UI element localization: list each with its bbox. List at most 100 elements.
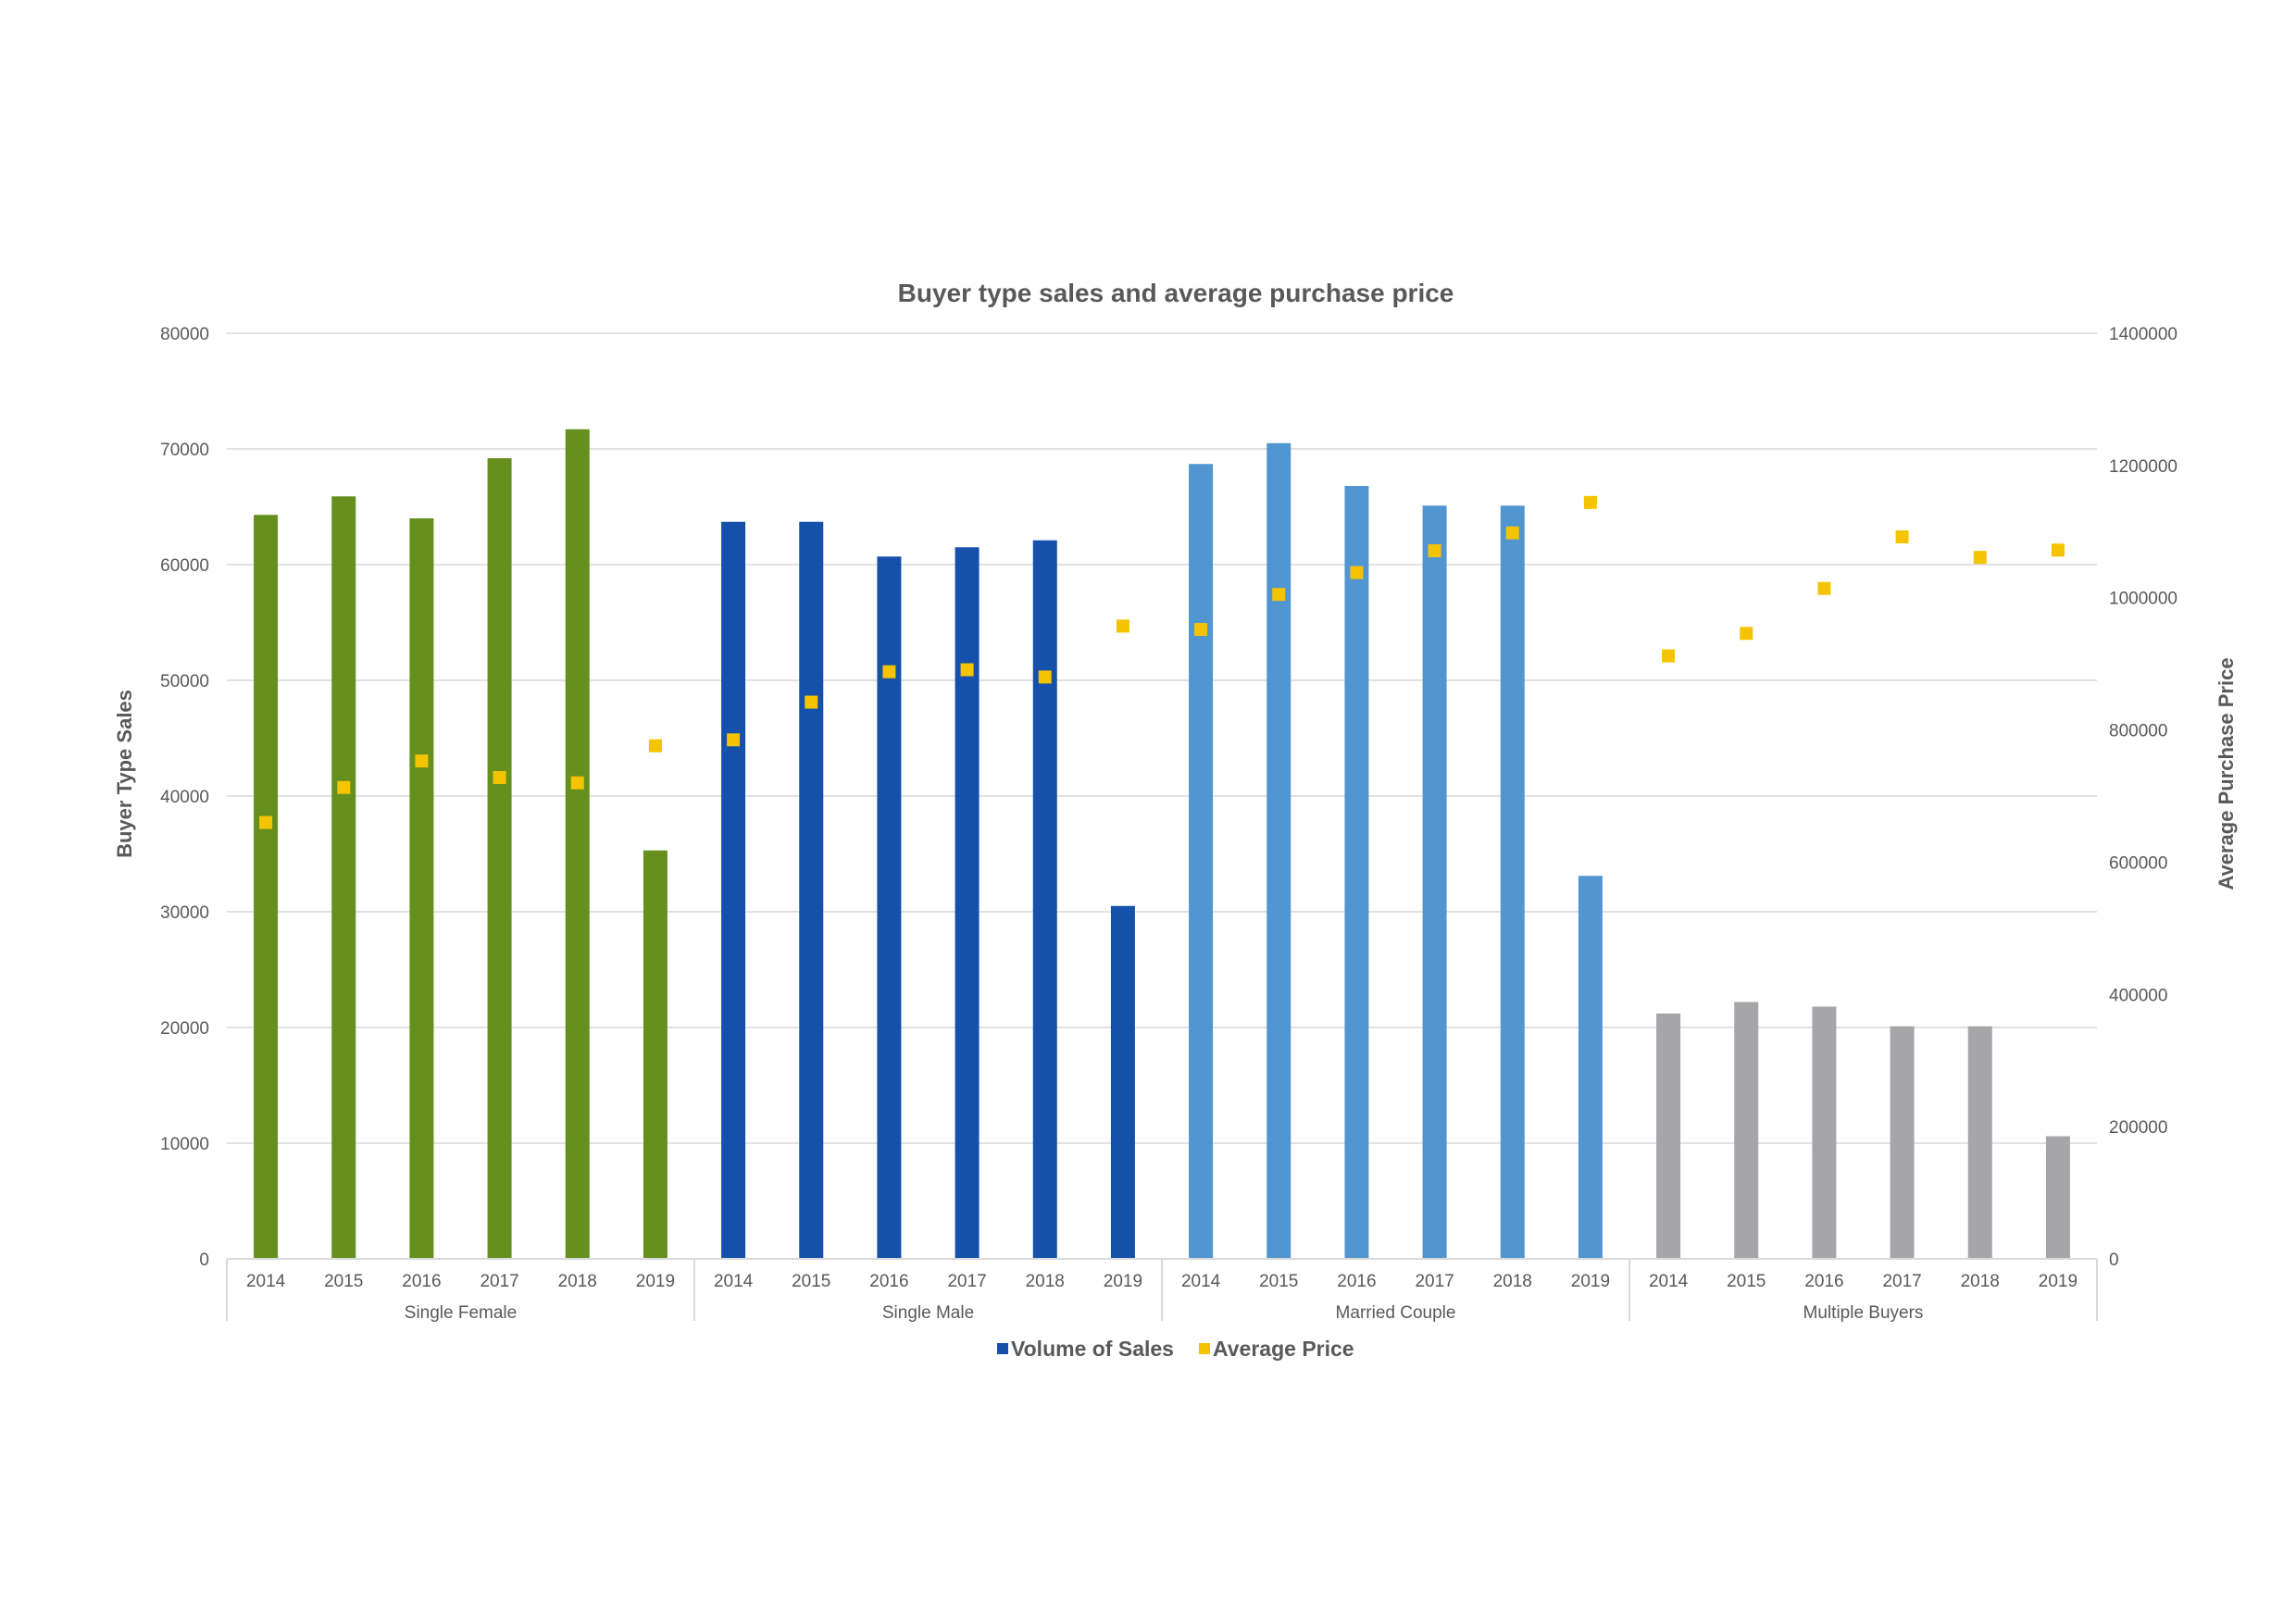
x-tick-label: 2019 [2039, 1272, 2078, 1291]
bar [1422, 505, 1447, 1259]
bar [487, 458, 512, 1259]
y-tick-label: 50000 [160, 672, 209, 691]
x-tick-label: 2016 [402, 1272, 441, 1291]
x-tick-label: 2018 [1493, 1272, 1532, 1291]
price-marker [1272, 588, 1286, 602]
y-axis-ticks: 0 10000 20000 30000 40000 50000 60000 70000 8000… [160, 325, 209, 1270]
bar [1344, 486, 1369, 1259]
x-tick-label: 2017 [1415, 1272, 1454, 1291]
y2-tick-label: 1200000 [2109, 457, 2177, 477]
x-tick-label: 2018 [1026, 1272, 1065, 1291]
bar [955, 547, 980, 1259]
price-marker [1662, 649, 1676, 663]
bar [799, 521, 824, 1259]
chart-title: Buyer type sales and average purchase pr… [898, 279, 1454, 307]
x-tick-label: 2017 [1882, 1272, 1921, 1291]
price-marker [1428, 544, 1441, 557]
x-tick-label: 2014 [1181, 1272, 1221, 1291]
price-marker [2051, 543, 2065, 557]
x-tick-label: 2015 [324, 1272, 363, 1291]
legend-swatch-price [1199, 1343, 1210, 1354]
legend: Volume of Sales Average Price [997, 1337, 1354, 1361]
y-tick-label: 30000 [160, 903, 209, 923]
bar [1656, 1014, 1681, 1259]
bar [565, 429, 590, 1259]
y-tick-label: 0 [199, 1251, 209, 1270]
x-tick-label: 2016 [1337, 1272, 1376, 1291]
y2-axis-label: Average Purchase Price [2215, 657, 2238, 890]
bar [254, 515, 279, 1259]
price-marker [259, 815, 273, 829]
price-series [259, 495, 2065, 829]
bar [643, 850, 668, 1259]
price-marker [1895, 530, 1909, 543]
price-marker [1740, 627, 1753, 641]
x-tick-label: 2015 [1727, 1272, 1766, 1291]
y2-tick-label: 200000 [2109, 1118, 2167, 1138]
bar [1189, 464, 1214, 1259]
y-axis-label: Buyer Type Sales [113, 690, 136, 858]
y-tick-label: 80000 [160, 325, 209, 344]
bar [409, 518, 434, 1259]
bar [1110, 905, 1135, 1259]
group-label: Single Female [405, 1303, 517, 1323]
price-marker [1817, 581, 1831, 595]
bar [1578, 876, 1603, 1259]
legend-swatch-volume [997, 1343, 1008, 1354]
price-marker [1038, 670, 1052, 684]
x-tick-label: 2014 [714, 1272, 754, 1291]
bar [1812, 1006, 1837, 1259]
x-axis: 2014 2015 2016 2017 2018 2019 Single Female 201… [226, 1258, 2098, 1323]
price-marker [570, 776, 584, 790]
bar [2045, 1136, 2070, 1259]
price-marker [415, 754, 429, 768]
price-marker [960, 663, 974, 677]
legend-label-price: Average Price [1213, 1337, 1354, 1361]
price-marker [1116, 619, 1129, 633]
x-tick-label: 2014 [1649, 1272, 1689, 1291]
x-tick-label: 2019 [636, 1272, 675, 1291]
bar [721, 521, 746, 1259]
bar-series [254, 429, 2070, 1259]
y-tick-label: 10000 [160, 1135, 209, 1154]
price-marker [648, 739, 662, 753]
x-tick-label: 2018 [558, 1272, 597, 1291]
y2-tick-label: 1400000 [2109, 325, 2177, 344]
y2-tick-label: 400000 [2109, 986, 2167, 1005]
y2-tick-label: 0 [2109, 1251, 2119, 1270]
y2-tick-label: 600000 [2109, 853, 2167, 873]
y-tick-label: 70000 [160, 441, 209, 460]
y2-tick-label: 1000000 [2109, 590, 2177, 609]
price-marker [805, 695, 818, 709]
x-tick-label: 2016 [1804, 1272, 1843, 1291]
group-label: Married Couple [1336, 1303, 1456, 1323]
group-label: Multiple Buyers [1803, 1303, 1924, 1323]
price-marker [727, 733, 741, 747]
x-tick-label: 2014 [246, 1272, 286, 1291]
x-tick-label: 2017 [947, 1272, 986, 1291]
price-marker [1350, 566, 1364, 579]
bar [1967, 1026, 1992, 1259]
y2-axis-ticks: 0 200000 400000 600000 800000 1000000 1200000 1… [2109, 325, 2177, 1270]
x-tick-label: 2017 [480, 1272, 518, 1291]
y2-tick-label: 800000 [2109, 722, 2167, 741]
x-tick-label: 2019 [1571, 1272, 1610, 1291]
legend-label-volume: Volume of Sales [1011, 1337, 1174, 1361]
price-marker [493, 771, 506, 784]
price-marker [1583, 495, 1597, 509]
y-tick-label: 60000 [160, 556, 209, 576]
group-label: Single Male [882, 1303, 974, 1323]
price-marker [882, 665, 896, 678]
price-marker [1973, 551, 1987, 565]
x-tick-label: 2016 [869, 1272, 908, 1291]
y-tick-label: 40000 [160, 788, 209, 807]
bar [1267, 442, 1292, 1259]
bar [1500, 505, 1525, 1259]
x-tick-label: 2015 [1259, 1272, 1298, 1291]
price-marker [1505, 526, 1519, 540]
price-marker [1194, 623, 1208, 636]
price-marker [337, 780, 351, 794]
bar [1032, 540, 1057, 1259]
